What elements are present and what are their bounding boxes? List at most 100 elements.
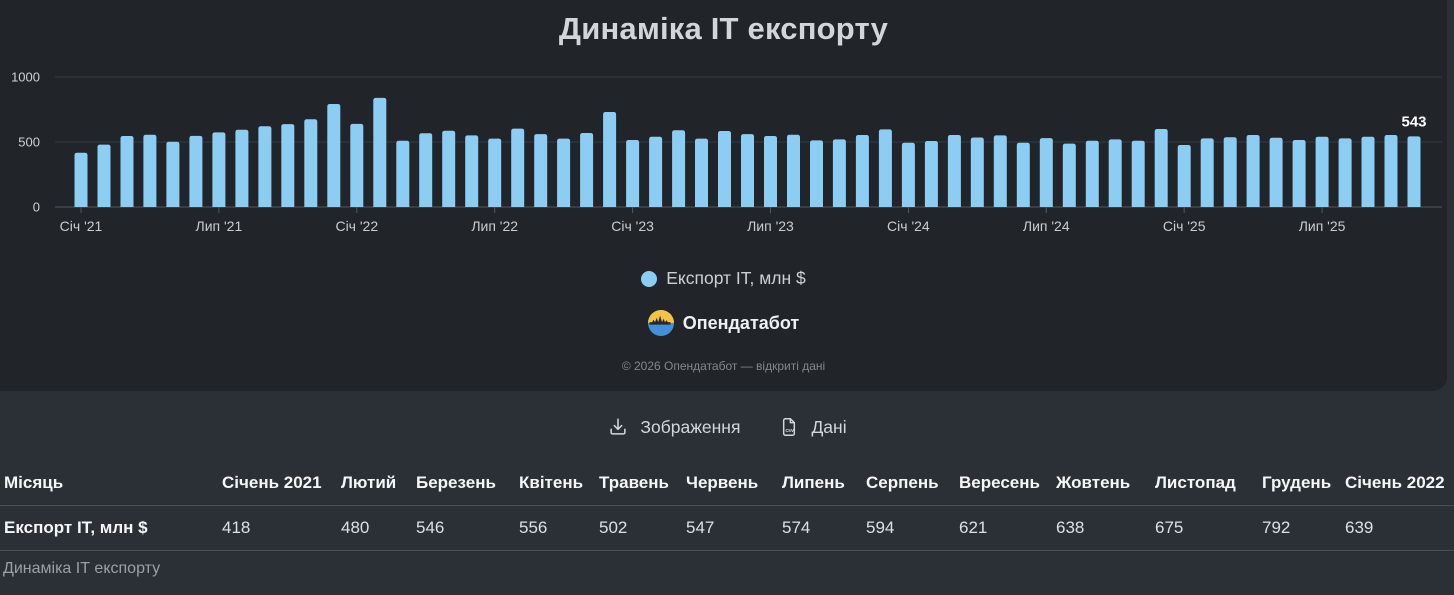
column-header: Січень 2022 <box>1341 462 1454 506</box>
bar-2023-04[interactable] <box>695 138 708 207</box>
data-table: Місяць Січень 2021 Лютий Березень Квітень Тра… <box>0 462 1454 551</box>
column-header: Вересень <box>955 462 1052 506</box>
svg-text:csv: csv <box>786 428 795 434</box>
bar-2022-07[interactable] <box>488 138 502 207</box>
x-axis-label: Лип '25 <box>1299 218 1346 234</box>
download-image-button[interactable]: Зображення <box>607 416 740 438</box>
bar-2023-10[interactable] <box>832 139 846 207</box>
bar-2025-09[interactable] <box>1361 136 1375 207</box>
csv-file-icon: csv <box>783 418 796 436</box>
bar-2022-04[interactable] <box>419 133 433 207</box>
bar-2022-08[interactable] <box>511 128 525 207</box>
bar-2025-07[interactable] <box>1315 136 1329 207</box>
table-cell: 556 <box>515 505 595 551</box>
bar-2023-01[interactable] <box>626 140 640 207</box>
bar-2022-10[interactable] <box>557 138 571 207</box>
bar-2021-04[interactable] <box>143 134 157 207</box>
bar-2022-11[interactable] <box>580 133 594 207</box>
bar-2022-05[interactable] <box>442 130 456 207</box>
bar-2023-08[interactable] <box>787 134 800 207</box>
column-header: Серпень <box>862 462 955 506</box>
legend-swatch <box>641 270 658 287</box>
bar-chart: 0 500 1000 Січ '21 Лип '21 Січ '22 Лип '22 Січ … <box>11 70 1442 234</box>
bar-2022-01[interactable] <box>350 123 364 207</box>
bar-2024-11[interactable] <box>1131 140 1145 207</box>
table-cell: 638 <box>1052 505 1151 551</box>
x-axis-label: Січ '23 <box>611 218 654 234</box>
bar-2021-11[interactable] <box>304 119 318 207</box>
chart-title: Динаміка ІТ експорту <box>558 11 889 46</box>
x-axis-label: Січ '24 <box>887 218 930 234</box>
bar-2021-05[interactable] <box>166 141 180 207</box>
bar-2022-06[interactable] <box>465 135 479 207</box>
bar-2024-09[interactable] <box>1085 140 1099 207</box>
legend-item[interactable]: Експорт ІТ, млн $ <box>0 268 1447 289</box>
bar-2021-01[interactable] <box>74 152 88 207</box>
bar-2025-10[interactable] <box>1384 135 1398 207</box>
bar-2024-12[interactable] <box>1154 129 1168 207</box>
bar-2021-03[interactable] <box>120 136 134 207</box>
bar-2025-01[interactable] <box>1177 145 1191 207</box>
bar-2021-02[interactable] <box>97 144 111 207</box>
bar-2023-02[interactable] <box>649 136 663 207</box>
bar-2025-08[interactable] <box>1338 138 1352 207</box>
bar-2022-03[interactable] <box>396 140 410 207</box>
bar-2023-07[interactable] <box>764 136 777 207</box>
bar-2023-05[interactable] <box>718 131 731 207</box>
bar-2022-09[interactable] <box>534 134 548 207</box>
download-image-label: Зображення <box>640 416 741 437</box>
bar-2021-08[interactable] <box>235 129 249 207</box>
bar-2023-09[interactable] <box>810 140 823 207</box>
table-row: Експорт ІТ, млн $418 480 546 556 502 547 574 59… <box>0 505 1454 551</box>
bar-2025-11[interactable] <box>1407 136 1421 207</box>
bar-2024-06[interactable] <box>1016 142 1030 207</box>
table-cell: 594 <box>862 505 955 551</box>
download-data-button[interactable]: csv Дані <box>778 416 847 438</box>
bar-2024-07[interactable] <box>1039 138 1053 207</box>
opendatabot-brand[interactable]: Опендатабот <box>0 310 1447 336</box>
bar-2022-12[interactable] <box>603 112 617 207</box>
column-header: Березень <box>412 462 515 506</box>
table-header-row: Місяць Січень 2021 Лютий Березень Квітень Тра… <box>0 462 1454 506</box>
table-cell: 547 <box>682 505 778 551</box>
bar-2021-07[interactable] <box>212 132 226 207</box>
column-header: Квітень <box>515 462 595 506</box>
x-axis-label: Січ '22 <box>335 218 378 234</box>
column-header: Липень <box>778 462 862 506</box>
column-header: Лютий <box>337 462 412 506</box>
column-header: Листопад <box>1151 462 1258 506</box>
bar-2024-05[interactable] <box>993 135 1007 207</box>
toolbar: Зображення csv Дані <box>0 406 1454 448</box>
bar-2024-10[interactable] <box>1108 139 1122 207</box>
bar-2021-06[interactable] <box>189 135 203 207</box>
row-header: Експорт ІТ, млн $ <box>0 505 218 551</box>
x-axis-label: Лип '23 <box>747 218 794 234</box>
bar-2022-02[interactable] <box>373 97 387 207</box>
column-header: Жовтень <box>1052 462 1151 506</box>
bar-2023-11[interactable] <box>855 135 869 207</box>
x-axis-label: Січ '25 <box>1163 218 1206 234</box>
bar-2025-05[interactable] <box>1269 137 1283 207</box>
bar-2025-06[interactable] <box>1292 140 1306 207</box>
bar-2021-09[interactable] <box>258 126 272 207</box>
bar-2025-02[interactable] <box>1200 138 1214 207</box>
opendatabot-logo-icon <box>647 310 674 336</box>
bar-2024-08[interactable] <box>1062 143 1076 207</box>
y-axis-label: 500 <box>18 135 40 150</box>
table-cell: 480 <box>337 505 412 551</box>
bar-2025-04[interactable] <box>1246 135 1260 207</box>
bar-2023-03[interactable] <box>672 130 686 207</box>
bar-2025-03[interactable] <box>1223 137 1237 207</box>
bar-2021-10[interactable] <box>281 124 295 207</box>
bar-2024-04[interactable] <box>970 137 984 208</box>
bar-2024-03[interactable] <box>947 135 961 207</box>
bar-2024-01[interactable] <box>901 142 915 207</box>
bar-2024-02[interactable] <box>924 141 938 207</box>
bar-2021-12[interactable] <box>327 104 341 207</box>
x-axis-label: Лип '22 <box>471 218 518 234</box>
bar-2023-06[interactable] <box>741 134 754 207</box>
table-cell: 675 <box>1151 505 1258 551</box>
table-cell: 792 <box>1258 505 1341 551</box>
table-cell: 418 <box>218 505 337 551</box>
bar-2023-12[interactable] <box>878 129 892 207</box>
